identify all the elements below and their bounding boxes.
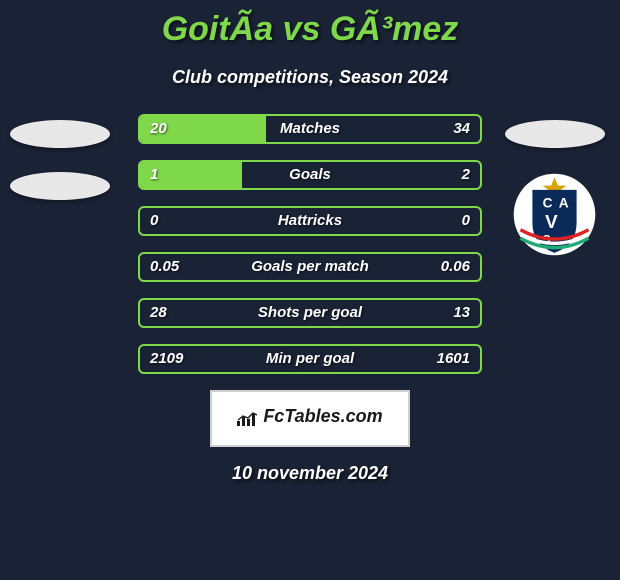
date-label: 10 november 2024 xyxy=(0,463,620,484)
stat-value-right: 34 xyxy=(453,116,470,142)
stat-row: 0.05Goals per match0.06 xyxy=(138,252,482,282)
page-title: GoitÃ­a vs GÃ³mez xyxy=(0,0,620,49)
stat-name: Min per goal xyxy=(140,346,480,372)
club-shield-icon: C A V S xyxy=(512,172,597,257)
stat-value-right: 0 xyxy=(462,208,470,234)
comparison-bars: 20Matches341Goals20Hattricks00.05Goals p… xyxy=(138,114,482,374)
svg-text:A: A xyxy=(559,196,569,211)
stat-name: Hattricks xyxy=(140,208,480,234)
badge-left xyxy=(10,120,110,224)
brand-text: FcTables.com xyxy=(263,406,382,427)
brand-box: FcTables.com xyxy=(210,390,410,447)
page-subtitle: Club competitions, Season 2024 xyxy=(0,67,620,88)
svg-text:V: V xyxy=(545,211,558,232)
ellipse-icon xyxy=(10,172,110,200)
bar-chart-icon xyxy=(237,410,259,424)
ellipse-icon xyxy=(10,120,110,148)
stat-value-right: 0.06 xyxy=(441,254,470,280)
stat-value-right: 1601 xyxy=(437,346,470,372)
brand-label: FcTables.com xyxy=(237,406,382,427)
stat-value-right: 13 xyxy=(453,300,470,326)
stat-row: 0Hattricks0 xyxy=(138,206,482,236)
svg-text:C: C xyxy=(543,196,553,211)
stat-name: Goals per match xyxy=(140,254,480,280)
ellipse-icon xyxy=(505,120,605,148)
stat-row: 28Shots per goal13 xyxy=(138,298,482,328)
stat-name: Shots per goal xyxy=(140,300,480,326)
stat-name: Matches xyxy=(140,116,480,142)
stat-name: Goals xyxy=(140,162,480,188)
badge-right: C A V S xyxy=(505,120,605,257)
svg-text:S: S xyxy=(543,232,551,246)
stat-row: 20Matches34 xyxy=(138,114,482,144)
stat-value-right: 2 xyxy=(462,162,470,188)
stat-row: 2109Min per goal1601 xyxy=(138,344,482,374)
stat-row: 1Goals2 xyxy=(138,160,482,190)
